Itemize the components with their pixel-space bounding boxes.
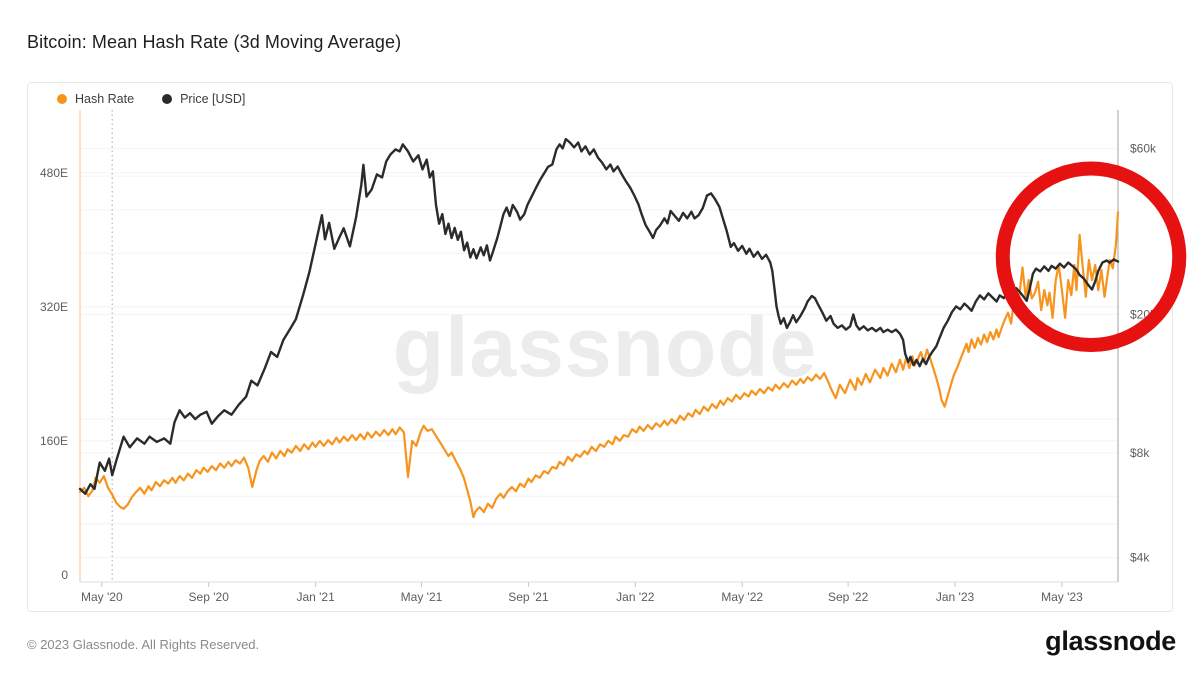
glassnode-logo: glassnode bbox=[1045, 626, 1176, 656]
legend-item-hash-rate[interactable]: Hash Rate bbox=[57, 92, 134, 106]
copyright-text: © 2023 Glassnode. All Rights Reserved. bbox=[27, 637, 260, 652]
legend-item-price[interactable]: Price [USD] bbox=[162, 92, 245, 106]
chart-card: Hash Rate Price [USD] bbox=[27, 82, 1173, 612]
chart-legend: Hash Rate Price [USD] bbox=[57, 92, 245, 106]
legend-label-hash-rate: Hash Rate bbox=[75, 92, 135, 106]
page-title: Bitcoin: Mean Hash Rate (3d Moving Avera… bbox=[27, 32, 402, 52]
hash-rate-legend-dot-icon bbox=[57, 94, 67, 104]
legend-label-price: Price [USD] bbox=[180, 92, 246, 106]
price-legend-dot-icon bbox=[162, 94, 173, 104]
